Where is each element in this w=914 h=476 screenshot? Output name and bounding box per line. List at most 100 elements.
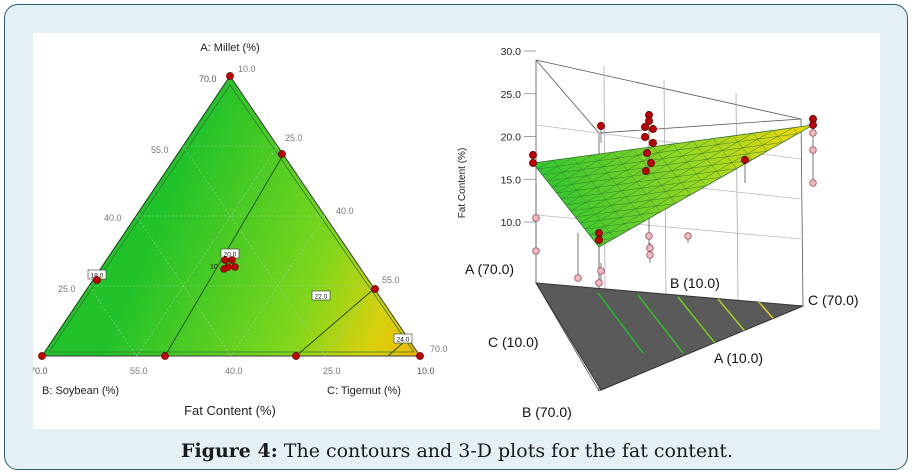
- mesh-line: [547, 154, 594, 182]
- surface-point: [597, 122, 605, 130]
- mesh-line: [551, 151, 614, 188]
- mesh-line: [552, 160, 615, 239]
- mesh-line: [712, 138, 737, 169]
- mesh-line: [565, 185, 707, 206]
- z-axis-label: Fat Content (%): [457, 148, 468, 219]
- mesh-line: [561, 146, 654, 200]
- contour-line: [295, 287, 376, 357]
- surface-point: [595, 279, 603, 287]
- surface-point: [809, 146, 817, 154]
- tick-left-40: 40.0: [104, 213, 122, 223]
- z-tick-label: 10.0: [501, 217, 522, 229]
- design-point: [38, 352, 46, 360]
- mesh-line: [547, 150, 768, 182]
- contour-line: [387, 340, 406, 357]
- mesh-line: [792, 127, 798, 134]
- surface-point: [529, 151, 537, 159]
- tick-top-10: 10.0: [238, 64, 256, 74]
- mesh-line: [565, 143, 674, 206]
- surface-point: [641, 133, 649, 141]
- tick-right-55: 55.0: [382, 275, 400, 285]
- surface-point: [647, 159, 655, 167]
- surface-point: [645, 117, 653, 125]
- surface-mesh: [537, 127, 798, 242]
- ternary-plot: 18.0 20.0 22.0 24.0 A: Millet (%) B: Soybea…: [30, 42, 448, 418]
- base-label-c-low: C (10.0): [488, 334, 539, 350]
- ternary-design-points: [38, 72, 424, 360]
- mesh-line: [584, 220, 645, 230]
- surface-point: [532, 214, 540, 222]
- mesh-line: [672, 143, 707, 187]
- design-point: [371, 285, 379, 293]
- mesh-line: [556, 149, 634, 194]
- mesh-line: [589, 130, 774, 236]
- figure-caption: Figure 4: The contours and 3-D plots for…: [0, 440, 914, 462]
- base-contour-line: [637, 294, 684, 354]
- design-point: [161, 352, 169, 360]
- z-tick-label: 25.0: [501, 89, 522, 101]
- surface-point: [649, 139, 657, 147]
- figure-panel: 18.0 20.0 22.0 24.0 A: Millet (%) B: Soybea…: [30, 33, 880, 429]
- design-point: [416, 352, 424, 360]
- ternary-inner-border: [48, 84, 415, 353]
- mesh-line: [580, 135, 734, 224]
- surface-point: [574, 274, 582, 282]
- design-point: [93, 276, 101, 284]
- tick-bottom-25: 25.0: [323, 366, 341, 376]
- tick-bottom-55: 55.0: [130, 366, 148, 376]
- surface-point: [809, 121, 817, 129]
- tick-right-40: 40.0: [336, 206, 354, 216]
- mesh-line: [570, 141, 694, 212]
- vertex-label-top: A: Millet (%): [200, 42, 259, 54]
- tick-right-70: 70.0: [430, 344, 448, 354]
- tick-top-70: 70.0: [199, 74, 217, 84]
- vertex-label-left: B: Soybean (%): [42, 385, 119, 397]
- contour-label: 18.0: [91, 273, 104, 280]
- surface-points-below: [532, 129, 817, 287]
- tick-bottom-40: 40.0: [225, 366, 243, 376]
- ternary-gridlines: [88, 145, 373, 357]
- design-point: [228, 256, 236, 264]
- surface-point: [532, 247, 540, 255]
- tick-left-25: 25.0: [58, 284, 76, 294]
- mesh-line: [575, 138, 714, 218]
- mesh-line: [594, 127, 794, 242]
- base-contour-line: [597, 292, 644, 354]
- surface-point: [643, 149, 651, 157]
- ternary-triangle: [41, 75, 421, 357]
- surface-point: [529, 159, 537, 167]
- z-tick-label: 30.0: [501, 46, 522, 58]
- mesh-line: [752, 133, 768, 152]
- contour-line: [41, 75, 231, 357]
- tick-right-25: 25.0: [285, 133, 303, 143]
- mesh-line: [592, 154, 646, 221]
- surface-point: [597, 267, 605, 275]
- contour-label: 22.0: [315, 294, 328, 301]
- contour-label-box: [393, 333, 413, 344]
- tick-left-55: 55.0: [151, 145, 169, 155]
- surface-point: [642, 167, 650, 175]
- design-point: [220, 265, 228, 273]
- tick-bottom-70: 70.0: [33, 366, 48, 376]
- surface-point: [809, 129, 817, 137]
- z-tick-label: 20.0: [501, 132, 522, 144]
- figure-svg: 18.0 20.0 22.0 24.0 A: Millet (%) B: Soybea…: [30, 42, 859, 420]
- surface-point: [684, 232, 692, 240]
- mesh-line: [556, 168, 737, 194]
- design-point: [292, 352, 300, 360]
- tick-bottom-10: 10.0: [417, 366, 435, 376]
- surface-point: [646, 244, 654, 252]
- base-label-a-low: A (10.0): [714, 350, 763, 366]
- mesh-line: [575, 203, 676, 218]
- contour-label-box: [311, 290, 331, 301]
- surface-point: [741, 156, 749, 164]
- design-point: [231, 263, 239, 271]
- surface-point: [641, 123, 649, 131]
- mesh-line: [632, 149, 676, 204]
- surface-point: [595, 229, 603, 237]
- surface-point: [645, 232, 653, 240]
- mesh-line: [584, 132, 754, 230]
- ternary-title: Fat Content (%): [184, 403, 276, 418]
- mesh-line: [537, 160, 554, 170]
- design-point: [278, 150, 286, 158]
